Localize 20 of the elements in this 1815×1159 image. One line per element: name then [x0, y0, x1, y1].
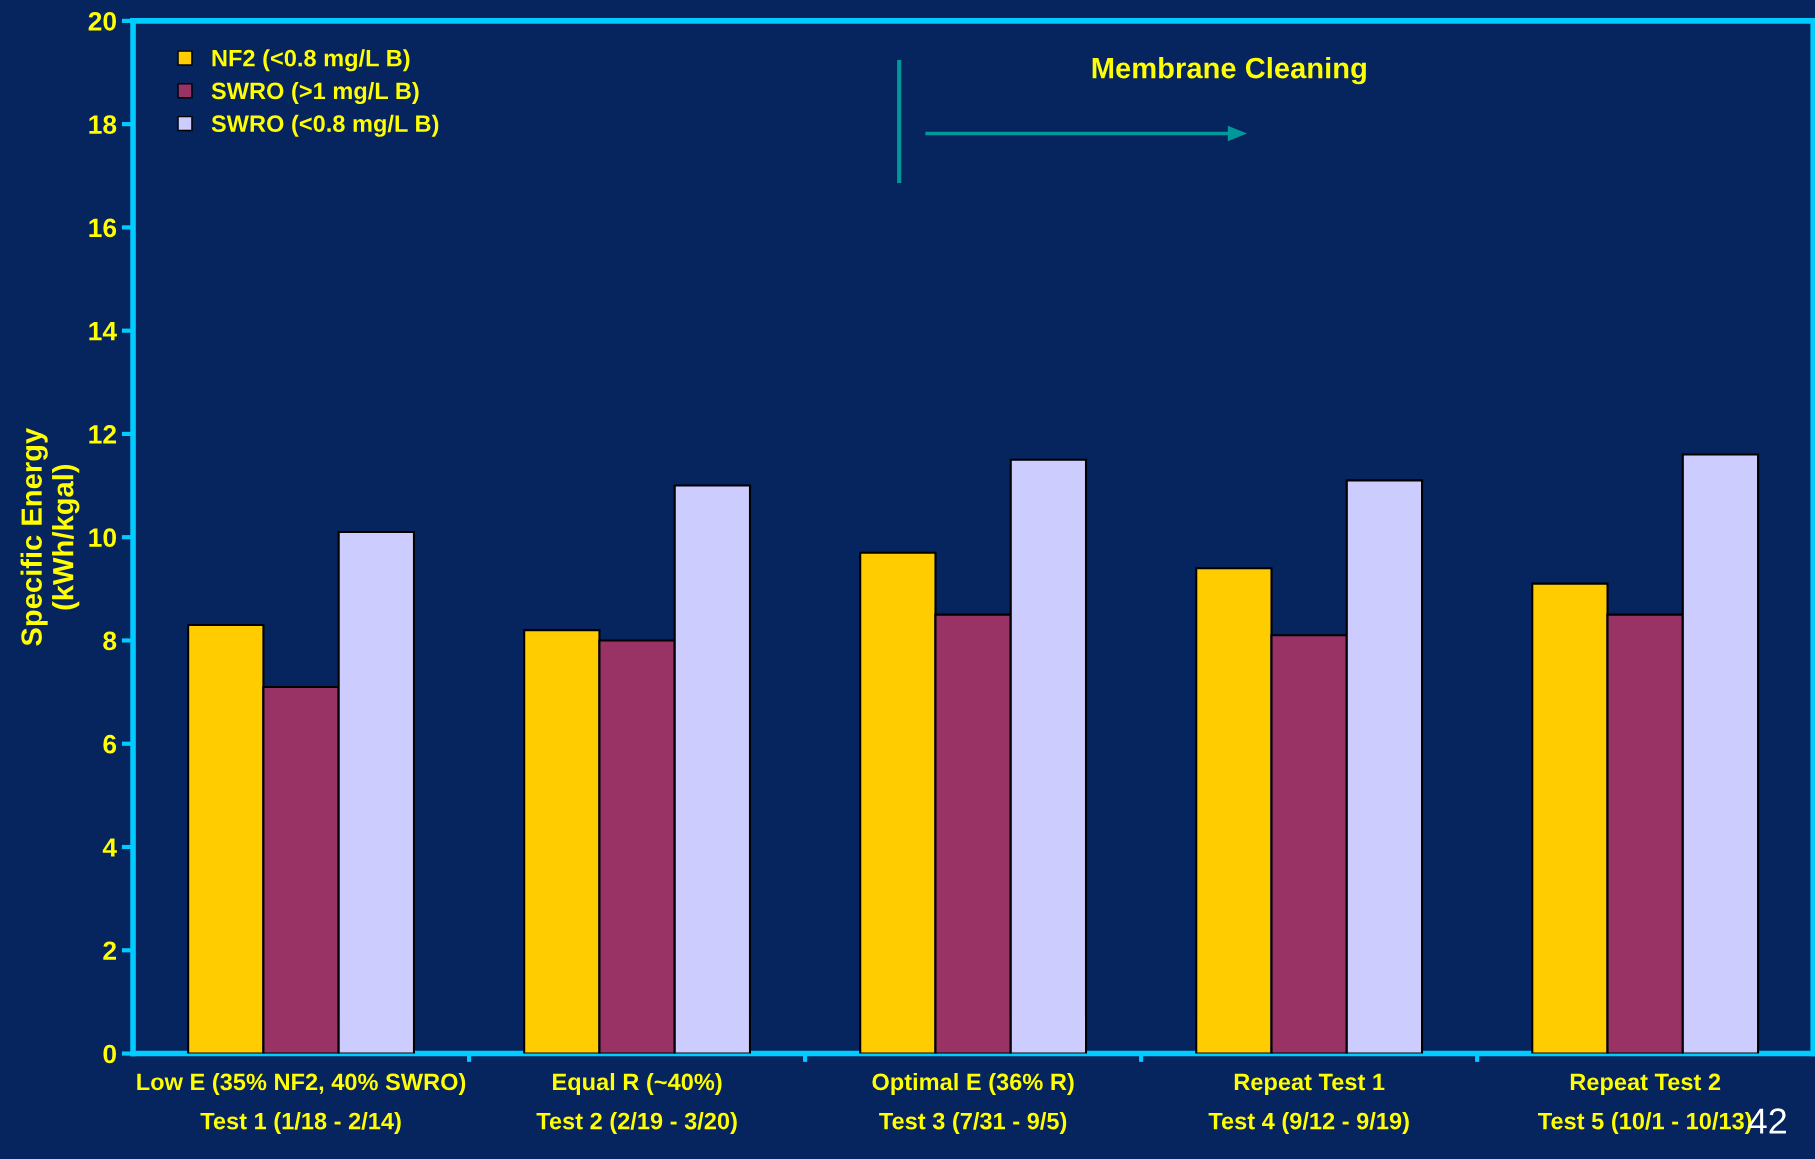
y-tick-label: 8 [103, 631, 117, 651]
y-axis-title: Specific Energy (kWh/kgal) [20, 427, 80, 646]
x-tick-label: Optimal E (36% R) Test 3 (7/31 - 9/5) [872, 1072, 1074, 1135]
legend-label: SWRO (>1 mg/L B) [211, 81, 419, 105]
y-tick-label: 4 [102, 838, 117, 857]
y-tick-label: 14 [89, 322, 117, 341]
annotation: Membrane Cleaning [1092, 57, 1366, 85]
y-tick-label: 16 [89, 218, 117, 238]
y-tick-label: 6 [103, 734, 117, 754]
y-tick-label: 10 [89, 528, 116, 548]
y-tick-label: 20 [88, 12, 116, 31]
x-tick-label: Repeat Test 1 Test 4 (9/12 - 9/19) [1208, 1073, 1409, 1135]
y-tick-label: 2 [103, 941, 117, 960]
x-tick-label: Equal R (~40%) Test 2 (2/19 - 3/20) [536, 1072, 737, 1135]
y-tick-label: 12 [89, 425, 117, 444]
legend-label: NF2 (<0.8 mg/L B) [212, 49, 410, 72]
legend-label: SWRO (<0.8 mg/L B) [211, 114, 439, 137]
y-tick-label: 18 [89, 115, 117, 134]
y-tick-label: 0 [103, 1044, 116, 1064]
x-tick-label: Low E (35% NF2, 40% SWRO) Test 1 (1/18 - 2/14) [137, 1072, 466, 1135]
